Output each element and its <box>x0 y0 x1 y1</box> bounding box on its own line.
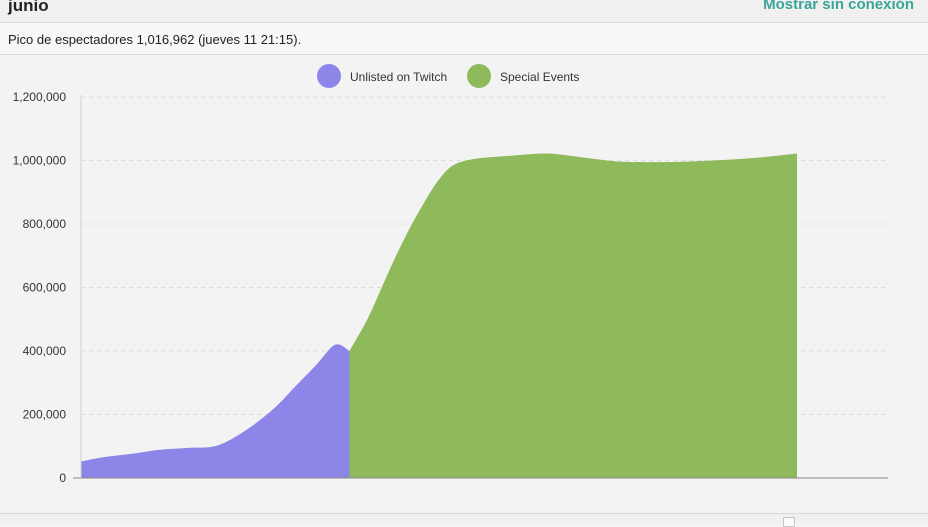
legend-swatch[interactable] <box>317 64 341 88</box>
chart-axes: 0 200,000 400,000 600,000 800,000 1,000,000 1,… <box>13 90 888 485</box>
area-series-special-events[interactable] <box>349 153 798 478</box>
legend-swatch[interactable] <box>467 64 491 88</box>
y-tick-label: 1,000,000 <box>13 154 67 168</box>
peak-viewers-bar: Pico de espectadores 1,016,962 (jueves 1… <box>0 23 928 55</box>
y-tick-label: 800,000 <box>23 217 67 231</box>
y-tick-label: 400,000 <box>23 344 67 358</box>
viewers-chart: 0 200,000 400,000 600,000 800,000 1,000,000 1,… <box>0 55 928 513</box>
legend-label[interactable]: Special Events <box>500 70 579 84</box>
chart-svg: 0 200,000 400,000 600,000 800,000 1,000,000 1,… <box>13 64 888 485</box>
legend-label[interactable]: Unlisted on Twitch <box>350 70 447 84</box>
page-title: junio <box>8 0 49 15</box>
footer-checkbox[interactable] <box>783 517 795 527</box>
y-tick-label: 1,200,000 <box>13 90 67 104</box>
area-series-unlisted-on-twitch[interactable] <box>81 344 350 478</box>
chart-areas <box>81 153 797 478</box>
show-offline-link[interactable]: Mostrar sin conexión <box>763 0 914 13</box>
peak-viewers-text: Pico de espectadores 1,016,962 (jueves 1… <box>8 32 302 47</box>
y-tick-label: 0 <box>59 471 66 485</box>
y-tick-label: 600,000 <box>23 281 67 295</box>
chart-legend[interactable]: Unlisted on Twitch Special Events <box>317 64 579 88</box>
y-tick-label: 200,000 <box>23 408 67 422</box>
page-header: junio Mostrar sin conexión <box>0 0 928 23</box>
